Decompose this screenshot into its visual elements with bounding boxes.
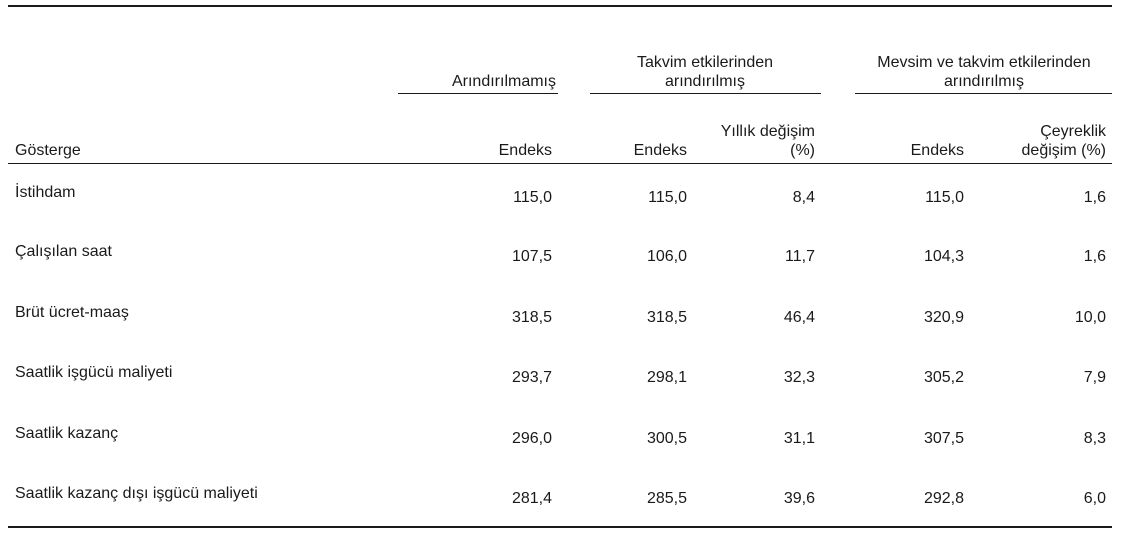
row-label: Çalışılan saat: [15, 243, 112, 260]
cell-value: 305,2: [923, 369, 964, 386]
cell-value: 318,5: [646, 309, 687, 326]
column-header: Endeks: [498, 142, 552, 159]
cell-value: 293,7: [511, 369, 552, 386]
cell-value: 1,6: [1083, 248, 1106, 265]
cell-value: 320,9: [923, 309, 964, 326]
cell-value: 300,5: [646, 430, 687, 447]
group-underline: [590, 93, 821, 94]
row-label: İstihdam: [15, 184, 76, 201]
cell-value: 39,6: [783, 490, 815, 507]
cell-value: 10,0: [1074, 309, 1106, 326]
cell-value: 296,0: [511, 430, 552, 447]
cell-value: 115,0: [648, 189, 687, 206]
row-label: Saatlik kazanç dışı işgücü maliyeti: [15, 485, 258, 502]
column-header: Endeks: [910, 142, 964, 159]
cell-value: 318,5: [511, 309, 552, 326]
group-underline: [855, 93, 1112, 94]
column-header: Endeks: [633, 142, 687, 159]
cell-value: 11,7: [785, 248, 815, 265]
group-header: Mevsim ve takvim etkilerinden arındırılm…: [877, 54, 1091, 90]
group-header: Arındırılmamış: [451, 73, 556, 90]
group-header: Takvim etkilerinden arındırılmış: [636, 54, 774, 90]
cell-value: 8,3: [1083, 430, 1106, 447]
header-rule: [8, 163, 1112, 164]
cell-value: 31,1: [783, 430, 815, 447]
column-header: Gösterge: [15, 142, 81, 159]
cell-value: 115,0: [925, 189, 964, 206]
cell-value: 292,8: [923, 490, 964, 507]
cell-value: 107,5: [511, 248, 552, 265]
cell-value: 104,3: [923, 248, 964, 265]
group-underline: [398, 93, 558, 94]
column-header: Yıllık değişim (%): [720, 123, 815, 159]
cell-value: 1,6: [1083, 189, 1106, 206]
cell-value: 6,0: [1083, 490, 1106, 507]
cell-value: 307,5: [923, 430, 964, 447]
cell-value: 106,0: [646, 248, 687, 265]
top-rule: [8, 5, 1112, 7]
cell-value: 115,0: [513, 189, 552, 206]
row-label: Brüt ücret-maaş: [15, 304, 129, 321]
cell-value: 46,4: [783, 309, 815, 326]
cell-value: 8,4: [792, 189, 815, 206]
column-header: Çeyreklik değişim (%): [1021, 123, 1106, 159]
cell-value: 7,9: [1083, 369, 1106, 386]
row-label: Saatlik işgücü maliyeti: [15, 364, 173, 381]
cell-value: 298,1: [646, 369, 687, 386]
cell-value: 32,3: [783, 369, 815, 386]
row-label: Saatlik kazanç: [15, 425, 119, 442]
bottom-rule: [8, 526, 1112, 528]
cell-value: 281,4: [511, 490, 552, 507]
cell-value: 285,5: [646, 490, 687, 507]
